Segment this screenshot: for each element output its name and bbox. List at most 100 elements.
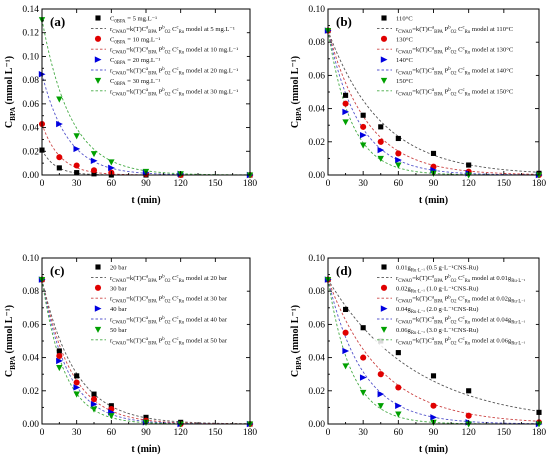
data-point (378, 124, 384, 130)
legend-marker (94, 284, 102, 291)
data-point (73, 391, 80, 398)
data-point (90, 396, 98, 403)
legend-marker (380, 56, 388, 63)
legend-entry: C0BPA = 10 mg.L⁻¹ (110, 36, 160, 45)
legend-fit-entry: rCWAO=k(T)CaBPA PbO2 CcRu model at 20 ba… (110, 275, 228, 284)
chart-panel-1: 0 30 60 90 120 150 180 0.00 0.02 0.04 0.06 0.08 0.10… (4, 5, 257, 206)
data-point (90, 167, 98, 174)
x-tick-label: 90 (429, 428, 439, 438)
y-axis-title: CBPA (mmol L⁻¹) (4, 56, 17, 128)
y-tick-label: 0.04 (308, 105, 325, 115)
chart-panel-3: 0 30 60 90 120 150 180 0.00 0.02 0.04 0.06 0.08 0.10… (4, 254, 257, 455)
legend-marker (381, 15, 387, 21)
data-point (56, 365, 63, 372)
x-tick-label: 120 (174, 179, 189, 189)
data-point (108, 164, 115, 172)
legend-entry: 150°C (396, 78, 414, 85)
y-tick-label: 0.04 (308, 354, 325, 364)
data-point (359, 389, 367, 396)
x-tick-label: 30 (72, 428, 82, 438)
legend-fit-entry: rCWAO=k(T)CaBPA PbO2 CcRu model at 20 mg… (110, 67, 238, 76)
x-tick-label: 90 (141, 179, 151, 189)
data-point (73, 133, 80, 140)
legend-fit-entry: rCWAO=k(T)CaBPA PbO2 CcRu model at 0.04g… (396, 316, 526, 325)
data-point (377, 138, 384, 145)
data-point (91, 391, 97, 397)
data-point (342, 108, 350, 116)
y-tick-label: 0.08 (22, 287, 39, 297)
fit-curve (41, 123, 250, 176)
legend-marker (380, 35, 388, 42)
y-tick-label: 0.06 (308, 320, 325, 330)
x-tick-label: 30 (72, 179, 82, 189)
legend: 110°C rCWAO=k(T)CaBPA PbO2 CcRu model at … (374, 13, 536, 100)
legend-marker (381, 264, 387, 270)
data-point (73, 145, 81, 153)
x-tick-label: 0 (326, 428, 331, 438)
x-tick-label: 150 (208, 179, 223, 189)
data-point (56, 352, 63, 359)
x-tick-label: 0 (40, 428, 45, 438)
y-tick-label: 0.04 (22, 354, 39, 364)
y-tick-label: 0.02 (22, 147, 39, 157)
data-point (342, 363, 349, 370)
y-tick-label: 0.14 (22, 5, 39, 15)
data-point (360, 123, 367, 130)
data-point (430, 150, 437, 156)
y-axis-title: CBPA (mmol L⁻¹) (290, 305, 303, 377)
legend-entry: 130°C (396, 36, 414, 43)
legend-background (88, 262, 247, 349)
y-tick-label: 0.10 (22, 52, 39, 62)
legend-fit-entry: rCWAO=k(T)CaBPA PbO2 CcRu model at 140°C (396, 67, 514, 76)
data-point (73, 384, 81, 391)
data-point (465, 412, 472, 419)
y-tick-label: 0.02 (22, 387, 39, 397)
panel-letter: (b) (336, 14, 352, 29)
data-point (466, 162, 472, 168)
data-point (359, 131, 367, 139)
x-tick-label: 180 (243, 428, 258, 438)
data-point (377, 390, 385, 398)
y-axis-title: CBPA (mmol L⁻¹) (4, 305, 17, 377)
x-tick-label: 30 (358, 428, 368, 438)
y-tick-label: 0.02 (308, 138, 325, 148)
x-tick-label: 150 (208, 428, 223, 438)
data-point (395, 135, 401, 142)
data-point (56, 357, 63, 365)
data-point (73, 162, 80, 169)
data-point (342, 347, 350, 355)
data-point (90, 406, 98, 413)
data-point (360, 112, 366, 118)
x-tick-label: 120 (462, 179, 477, 189)
data-point (395, 350, 401, 356)
legend-fit-entry: rCWAO=k(T)CaBPA PbO2 CcRu model at 150°C (396, 88, 514, 97)
x-axis-title: t (min) (419, 195, 448, 206)
x-tick-label: 60 (394, 179, 404, 189)
data-point (359, 374, 367, 381)
y-tick-label: 0.08 (308, 287, 325, 297)
data-point (343, 92, 349, 98)
y-tick-label: 0.08 (308, 38, 325, 48)
data-point (73, 379, 80, 386)
legend-fit-entry: rCWAO=k(T)CaBPA PbO2 CcRu model at 50 ba… (110, 337, 228, 346)
x-tick-label: 60 (394, 428, 404, 438)
legend-fit-entry: rCWAO=k(T)CaBPA PbO2 CcRu model at 0.02g… (396, 295, 526, 304)
legend-marker (95, 15, 101, 21)
y-tick-label: 0.00 (308, 171, 325, 181)
data-point (395, 162, 402, 169)
data-point (90, 157, 98, 164)
data-point (395, 402, 402, 409)
legend-entry: C0BPA = 30 mg.L⁻¹ (110, 78, 160, 87)
x-tick-label: 120 (174, 428, 189, 438)
legend-marker (95, 264, 101, 270)
data-point (430, 402, 437, 409)
legend-entry: 0.01gRu·L⁻¹ (0.5 g·L⁻¹CNS-Ru) (396, 265, 478, 274)
x-tick-label: 180 (532, 179, 547, 189)
data-point (430, 373, 437, 379)
legend-marker (94, 35, 102, 42)
legend-fit-entry: rCWAO=k(T)CaBPA PbO2 CcRu model at 110°C (396, 26, 514, 35)
legend-fit-entry: rCWAO=k(T)CaBPA PbO2 CcRu model at 10 mg… (110, 46, 238, 55)
legend-entry: 30 bar (110, 285, 127, 292)
legend-marker (380, 305, 388, 312)
